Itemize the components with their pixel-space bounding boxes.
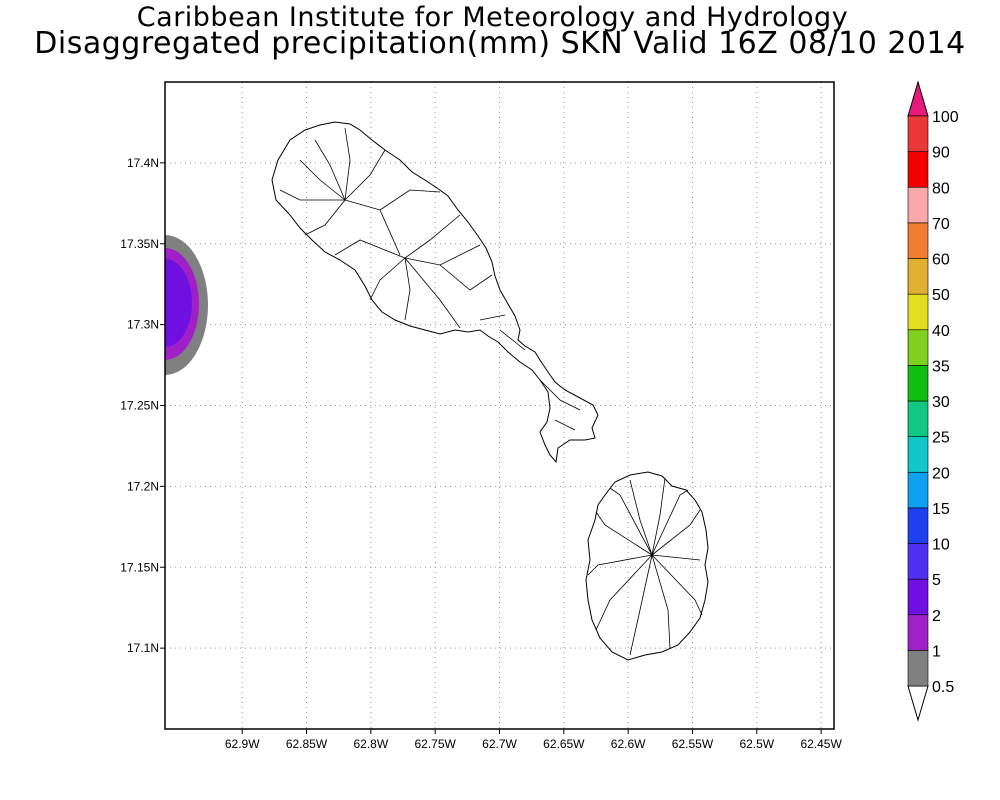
colorbar-label: 70 — [932, 216, 950, 233]
map-frame-bg — [165, 82, 834, 729]
colorbar-label: 25 — [932, 430, 950, 447]
precip-contour-core — [165, 259, 192, 347]
colorbar-label: 90 — [932, 145, 950, 162]
colorbar-label: 30 — [932, 394, 950, 411]
lat-tick-label: 17.25N — [120, 399, 159, 413]
colorbar-label: 100 — [932, 109, 959, 126]
colorbar-swatch — [907, 365, 929, 402]
colorbar-label: 20 — [932, 465, 950, 482]
lon-tick-label: 62.75W — [414, 737, 456, 751]
colorbar-label: 0.5 — [932, 679, 954, 696]
title-product: Disaggregated precipitation(mm) SKN Vali… — [34, 26, 966, 61]
colorbar-swatch — [907, 614, 929, 651]
colorbar-bottom-arrow — [907, 685, 929, 722]
colorbar-label: 15 — [932, 501, 950, 518]
colorbar-swatch — [907, 543, 929, 580]
nevis-island — [585, 471, 709, 661]
lat-tick-label: 17.3N — [127, 318, 159, 332]
colorbar-swatch — [907, 222, 929, 259]
colorbar-swatch — [907, 436, 929, 473]
lat-tick-label: 17.4N — [127, 156, 159, 170]
lat-tick-label: 17.35N — [120, 237, 159, 251]
colorbar-swatch — [907, 151, 929, 188]
lon-tick-label: 62.45W — [800, 737, 842, 751]
st-kitts-outline — [271, 121, 599, 464]
colorbar-swatch — [907, 578, 929, 616]
colorbar-label: 1 — [932, 643, 941, 660]
colorbar-swatch — [907, 293, 929, 331]
colorbar-swatch — [907, 329, 929, 366]
precipitation-area — [165, 235, 208, 375]
lon-tick-label: 62.8W — [354, 737, 389, 751]
st-kitts-drainage — [279, 127, 581, 431]
colorbar-swatch — [907, 186, 929, 224]
lon-tick-label: 62.9W — [225, 737, 260, 751]
colorbar-label: 60 — [932, 252, 950, 269]
colorbar-swatch — [907, 650, 929, 687]
colorbar-swatch — [907, 115, 929, 152]
nevis-drainage — [587, 477, 703, 656]
lon-tick-label: 62.6W — [611, 737, 646, 751]
lon-tick-label: 62.7W — [482, 737, 517, 751]
colorbar-label: 10 — [932, 537, 950, 554]
lat-tick-label: 17.2N — [127, 479, 159, 493]
nevis-outline — [585, 471, 709, 661]
lon-tick-label: 62.65W — [543, 737, 585, 751]
map-frame-border — [164, 81, 835, 730]
colorbar-top-arrow — [907, 80, 929, 117]
colorbar-swatch — [907, 471, 929, 509]
colorbar-label: 5 — [932, 572, 941, 589]
map-gridlines: 62.9W 62.85W 62.8W 62.75W 62.7W 62.65W 62.6W 62… — [120, 82, 842, 751]
colorbar-swatch — [907, 258, 929, 295]
colorbar-label: 2 — [932, 608, 941, 625]
colorbar-label: 80 — [932, 180, 950, 197]
lon-tick-label: 62.5W — [739, 737, 774, 751]
lat-tick-label: 17.1N — [127, 641, 159, 655]
colorbar-label: 35 — [932, 358, 950, 375]
colorbar-label: 50 — [932, 287, 950, 304]
title-institute: Caribbean Institute for Meteorology and … — [136, 2, 849, 33]
colorbar-label: 40 — [932, 323, 950, 340]
colorbar-swatch — [907, 400, 929, 437]
colorbar-swatch — [907, 507, 929, 544]
st-kitts-island — [271, 121, 599, 464]
lon-tick-label: 62.85W — [286, 737, 328, 751]
lon-tick-label: 62.55W — [672, 737, 714, 751]
lat-tick-label: 17.15N — [120, 560, 159, 574]
